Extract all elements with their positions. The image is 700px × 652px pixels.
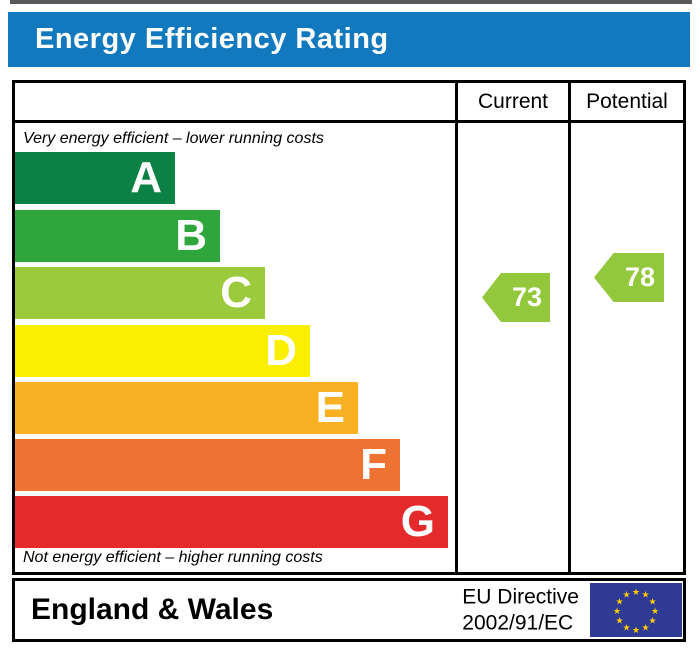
table-header-row: Current Potential	[15, 83, 683, 123]
potential-rating-value: 78	[624, 262, 656, 292]
eu-directive-line1: EU Directive	[462, 585, 579, 609]
band-c: C	[15, 267, 265, 319]
band-g-letter: G	[400, 497, 435, 546]
column-divider-current	[455, 83, 458, 572]
band-d-letter: D	[265, 326, 297, 375]
band-a: A	[15, 152, 175, 204]
svg-text:★: ★	[648, 598, 656, 608]
svg-text:★: ★	[651, 607, 659, 617]
footer-bar: England & Wales EU Directive 2002/91/EC …	[12, 578, 686, 642]
band-g: G	[15, 496, 448, 548]
chart-title: Energy Efficiency Rating	[35, 23, 389, 55]
top-note: Very energy efficient – lower running co…	[23, 130, 324, 147]
band-e-letter: E	[315, 383, 345, 432]
current-column-header: Current	[477, 90, 549, 113]
potential-rating-arrow: 78	[594, 253, 664, 302]
band-f-letter: F	[360, 440, 387, 489]
rating-table: Current Potential Very energy efficient …	[12, 80, 686, 575]
current-rating-value: 73	[511, 282, 543, 312]
band-b: B	[15, 210, 220, 262]
chart-title-bar: Energy Efficiency Rating	[8, 12, 690, 67]
column-divider-potential	[568, 83, 571, 572]
band-a-letter: A	[130, 153, 162, 202]
svg-text:★: ★	[641, 591, 649, 601]
band-b-letter: B	[175, 211, 207, 260]
svg-text:★: ★	[632, 588, 640, 598]
svg-text:★: ★	[615, 598, 623, 608]
bottom-note: Not energy efficient – higher running co…	[23, 549, 323, 566]
svg-text:★: ★	[613, 607, 621, 617]
eu-flag-icon: ★ ★ ★ ★ ★ ★ ★ ★ ★ ★ ★ ★	[590, 583, 682, 637]
band-d: D	[15, 325, 310, 377]
band-c-letter: C	[220, 268, 252, 317]
current-rating-arrow: 73	[482, 273, 550, 322]
svg-text:★: ★	[648, 617, 656, 627]
eu-directive-label: EU Directive 2002/91/EC	[462, 584, 579, 635]
top-divider	[10, 0, 692, 4]
svg-text:★: ★	[622, 624, 630, 634]
band-e: E	[15, 382, 358, 434]
potential-column-header: Potential	[586, 90, 668, 113]
svg-text:★: ★	[615, 617, 623, 627]
svg-text:★: ★	[632, 626, 640, 636]
svg-text:★: ★	[622, 591, 630, 601]
eu-directive-line2: 2002/91/EC	[462, 611, 574, 634]
svg-text:★: ★	[641, 624, 649, 634]
region-label: England & Wales	[31, 593, 274, 626]
band-f: F	[15, 439, 400, 491]
